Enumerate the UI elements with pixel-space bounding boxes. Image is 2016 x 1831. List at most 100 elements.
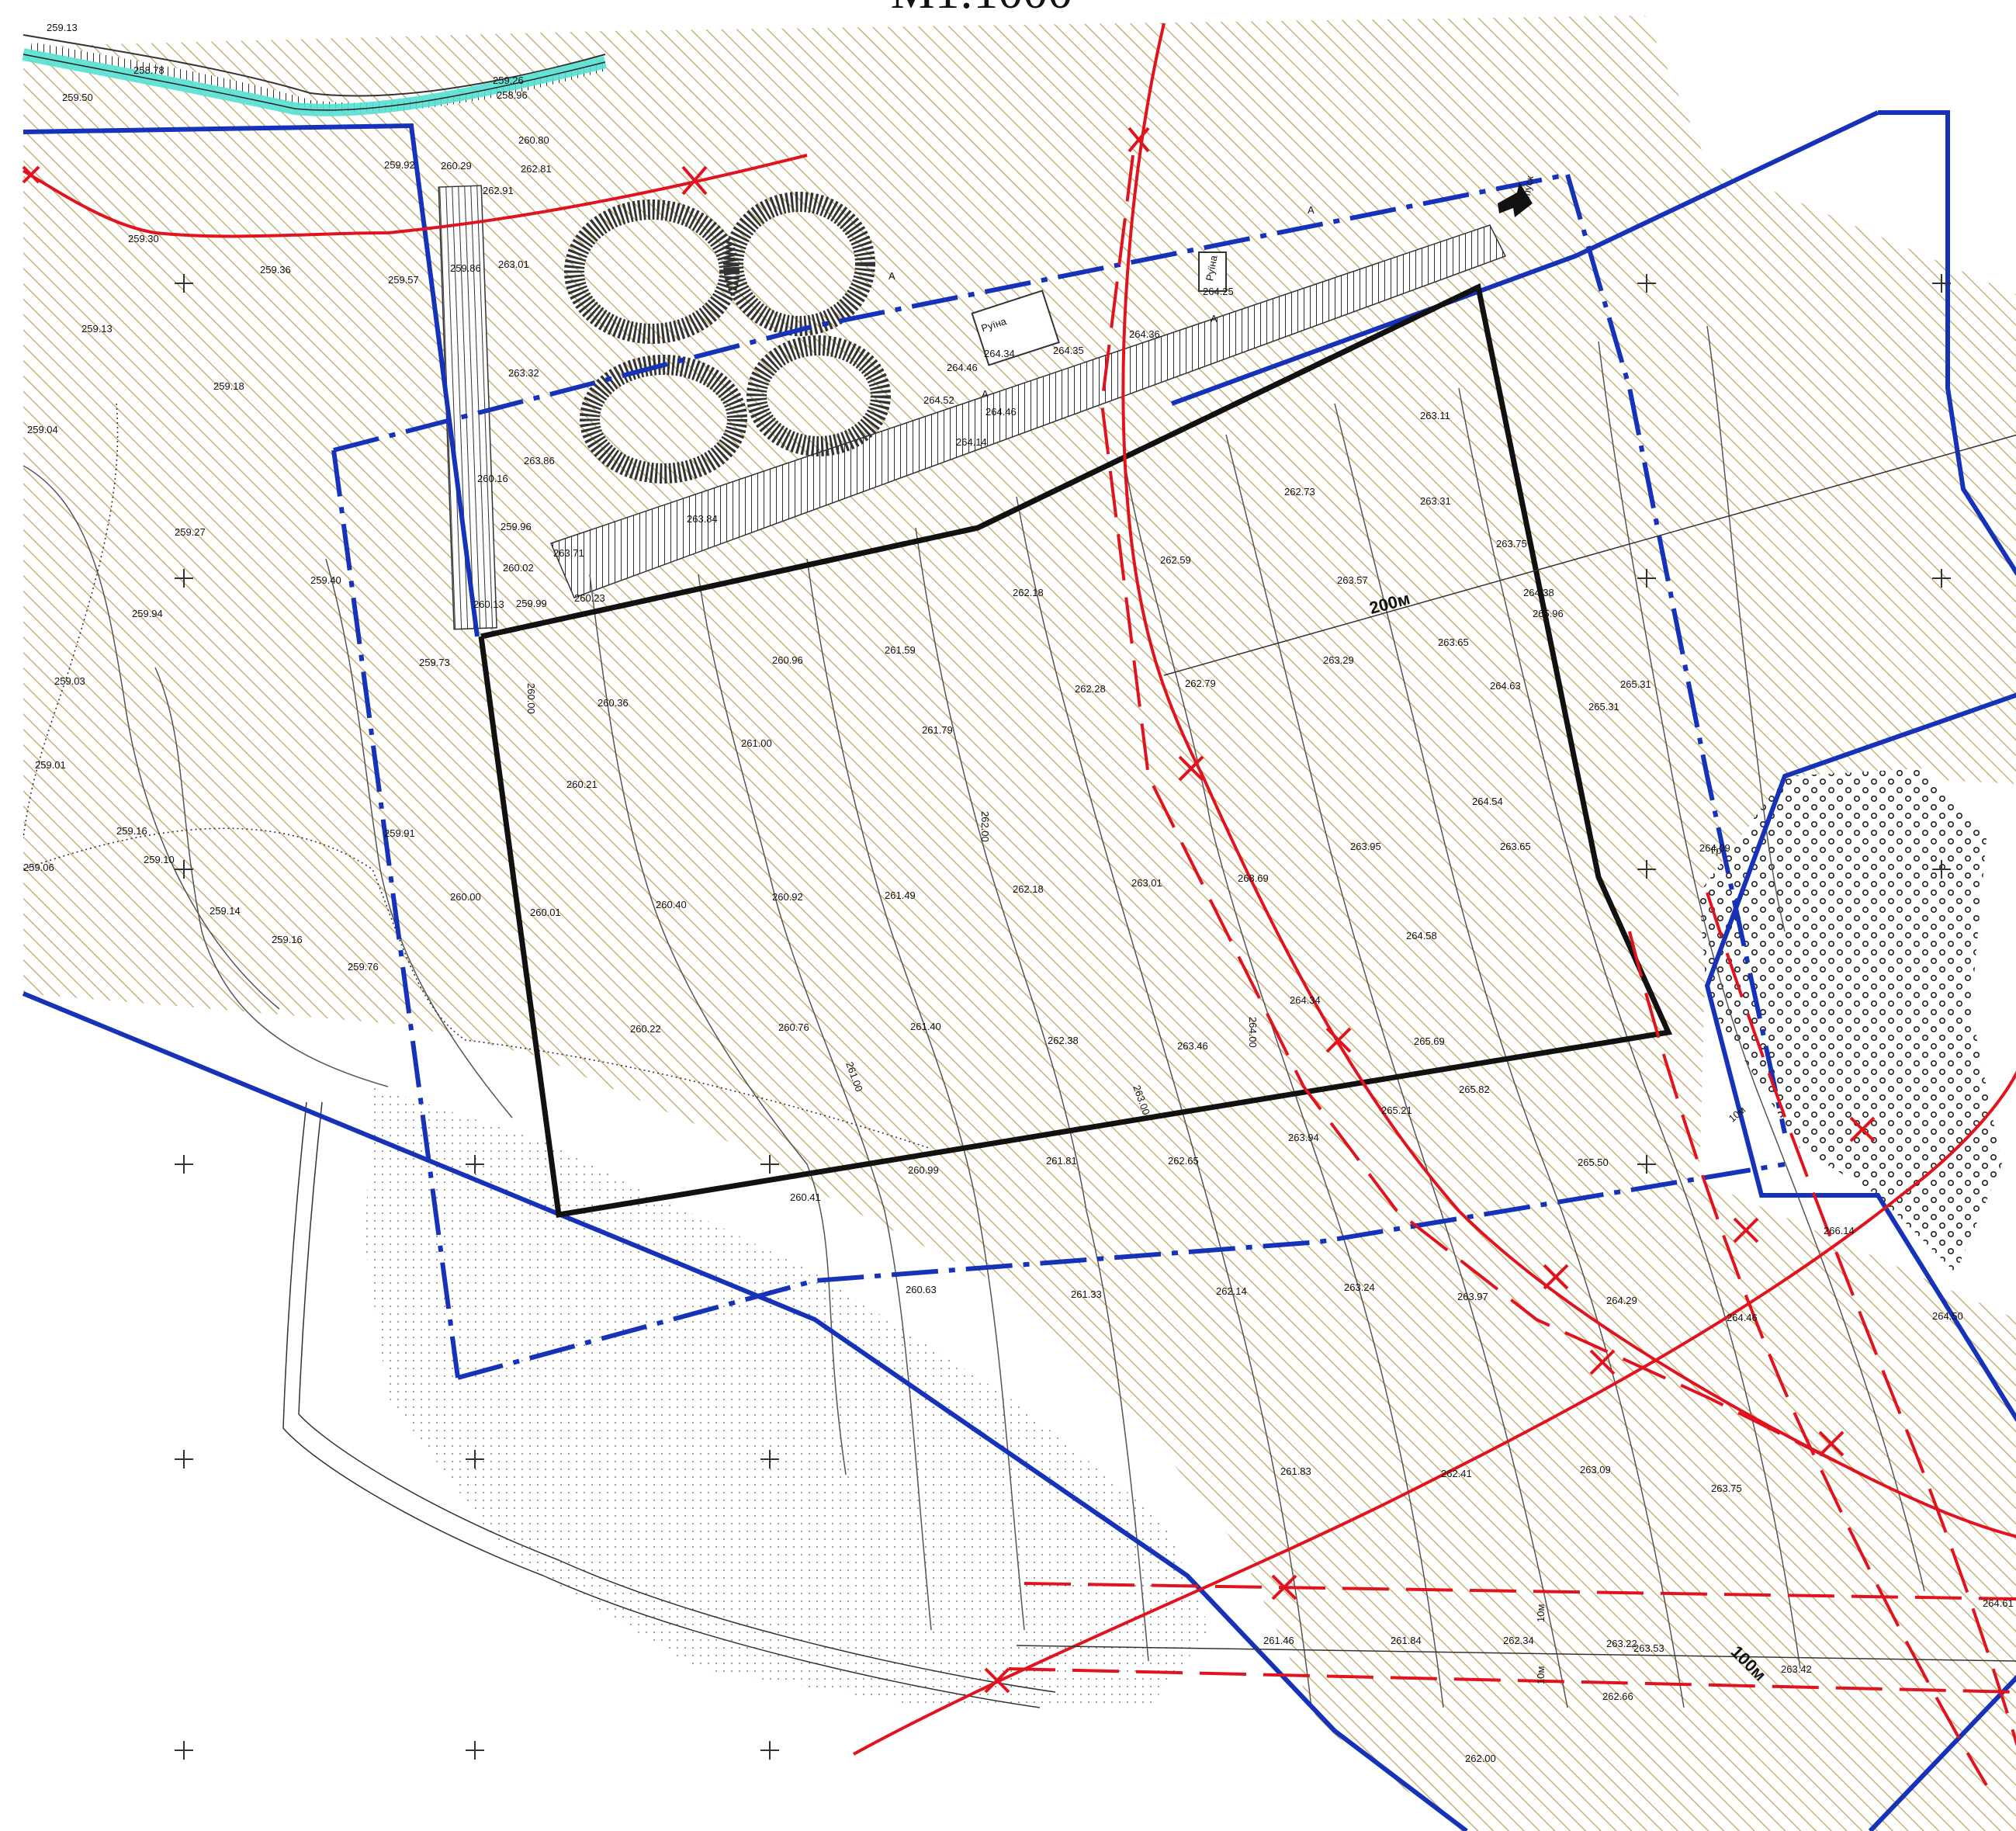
elevation-label: 260.23 — [574, 592, 605, 604]
gr-label: Гр — [1711, 844, 1722, 856]
elevation-label: 261.00 — [741, 737, 772, 749]
elevation-label: 263.75 — [1496, 538, 1527, 550]
elevation-label: 263.46 — [1177, 1040, 1208, 1052]
elevation-label: 262.66 — [1602, 1691, 1633, 1702]
elevation-label: 263.84 — [687, 513, 718, 525]
elevation-label: 260.40 — [656, 899, 687, 910]
elevation-label: 259.16 — [272, 934, 303, 945]
mound-structures — [564, 192, 891, 484]
elevation-label: 264.63 — [1490, 680, 1521, 692]
elevation-label: 259.76 — [348, 961, 379, 973]
elevation-label: 260.13 — [473, 598, 504, 610]
elevation-label: 266.14 — [1824, 1225, 1855, 1236]
elevation-label: 259.92 — [384, 159, 415, 171]
contour-label-260: 260.00 — [525, 683, 537, 714]
elevation-label: 262.91 — [483, 185, 514, 196]
elevation-label: 259.94 — [132, 608, 163, 619]
elevation-label: 262.14 — [1216, 1285, 1247, 1297]
elevation-label: 263.01 — [1131, 877, 1162, 889]
dotted-paths — [23, 403, 932, 1150]
elevation-label: 258.96 — [497, 89, 528, 101]
elevation-label: 259.01 — [35, 759, 66, 771]
elevation-label: 263.65 — [1438, 636, 1469, 648]
elevation-label: 264.50 — [1932, 1310, 1963, 1322]
elevation-label: 264.25 — [1203, 286, 1234, 297]
elevation-label: 265.21 — [1381, 1104, 1412, 1116]
elevation-label: 263.97 — [1457, 1291, 1488, 1302]
plot-boundary-dashed-edge — [480, 284, 1480, 640]
elevation-label: 261.59 — [885, 644, 916, 656]
elevation-label: 265.82 — [1459, 1084, 1490, 1095]
elevation-label: 259.73 — [419, 657, 450, 668]
elevation-label: 264.38 — [1523, 587, 1554, 598]
elevation-label: 260.16 — [477, 473, 508, 484]
elevation-label: 260.21 — [566, 779, 598, 790]
elevation-label: 262.59 — [1160, 554, 1191, 566]
elevation-label: 259.27 — [175, 526, 206, 538]
elevation-label: 260.99 — [908, 1164, 939, 1176]
elevation-label: 261.33 — [1071, 1288, 1102, 1300]
elevation-label: 262.18 — [1013, 883, 1044, 895]
elevation-label: 264.35 — [1053, 345, 1084, 356]
elevation-label: 260.29 — [441, 160, 472, 172]
elevation-label: 263.31 — [1420, 495, 1451, 507]
elevation-label: 259.04 — [27, 424, 58, 435]
elevation-label: 259.96 — [501, 521, 532, 532]
elevation-label: 259.36 — [260, 264, 291, 276]
elevation-label: 265.69 — [1414, 1035, 1445, 1047]
elevation-label: 263.94 — [1288, 1132, 1319, 1143]
diagonal-embankment — [549, 224, 1507, 598]
elevation-label: 262.18 — [1013, 587, 1044, 598]
elevation-label: 262.79 — [1185, 678, 1216, 689]
elevation-label: 259.18 — [213, 380, 244, 392]
elevation-label: 261.83 — [1280, 1465, 1311, 1477]
elevation-label: 263.09 — [1580, 1464, 1611, 1476]
distance-label-10m-b: 10м — [1535, 1666, 1547, 1684]
plot-boundary — [478, 283, 1673, 1219]
elevation-label: 262.00 — [1465, 1753, 1496, 1764]
ruin-building-2 — [1198, 251, 1227, 292]
elevation-label: 259.40 — [310, 574, 341, 586]
elevation-label: 260.41 — [790, 1191, 821, 1203]
grid-crosses — [175, 274, 1951, 1760]
meadow-dotted-area — [365, 1087, 1211, 1708]
elevation-label: 263.11 — [1420, 410, 1450, 421]
elevation-label: 259.13 — [81, 323, 113, 335]
red-dashed-lines — [1008, 154, 2016, 1787]
elevation-label: 260.80 — [518, 134, 549, 146]
contour-label-264: 264.00 — [1247, 1017, 1259, 1048]
elevation-label: 264.29 — [1606, 1295, 1637, 1306]
elevation-label: 263.95 — [1350, 841, 1381, 852]
ruin-label-2: Руїна — [1204, 254, 1220, 282]
slope-note: Спуск — [1519, 175, 1536, 203]
rock-ring-area — [1699, 768, 2002, 1273]
elevation-label: 258.78 — [133, 64, 165, 76]
elevation-label: 264.52 — [923, 394, 954, 406]
red-cross-markers — [22, 127, 1876, 1694]
elevation-label: 263.01 — [498, 258, 529, 270]
elevation-label: 261.40 — [910, 1021, 941, 1032]
elevation-label: 262.65 — [1168, 1155, 1199, 1167]
elevation-label: 259.50 — [62, 92, 93, 103]
elevation-label: 261.79 — [922, 724, 953, 736]
elevation-label: 261.49 — [885, 889, 916, 901]
elevation-label: 260.92 — [772, 891, 803, 903]
elevation-label: 264.09 — [1699, 842, 1730, 854]
elevation-label: 260.01 — [530, 907, 561, 918]
elevation-label: 259.03 — [54, 675, 85, 687]
elevation-label: 263.29 — [1323, 654, 1354, 666]
distance-label-10m-a: 10м — [1535, 1604, 1547, 1622]
map-title: М1:1000 — [891, 0, 1073, 19]
elevation-label: 259.57 — [388, 274, 419, 286]
contour-label-262: 262.00 — [979, 811, 991, 842]
elevation-label: 260.76 — [778, 1021, 809, 1033]
measure-lines — [1016, 434, 2016, 1662]
elevation-label: 263.86 — [524, 455, 555, 466]
elevation-label: 263.75 — [1711, 1482, 1742, 1494]
elevation-label: 260.96 — [772, 654, 803, 666]
label-a-4: А — [1211, 313, 1218, 324]
elevation-label: 260.00 — [450, 891, 481, 903]
elevation-label: 262.28 — [1075, 683, 1106, 695]
elevation-label: 263.24 — [1344, 1281, 1375, 1293]
